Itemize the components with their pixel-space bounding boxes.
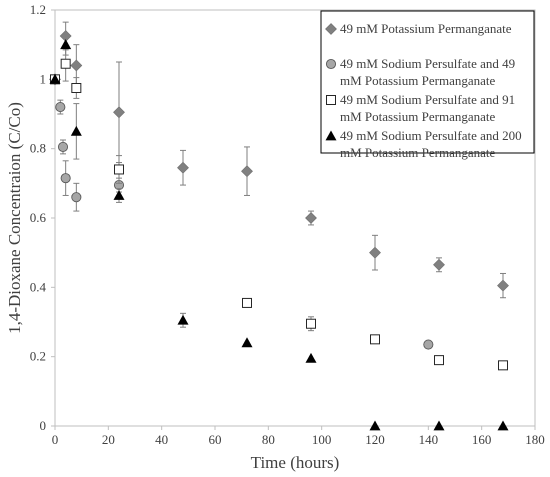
data-point bbox=[49, 73, 61, 84]
legend-entry-label: mM Potassium Permanganate bbox=[340, 73, 495, 88]
data-point bbox=[433, 420, 445, 431]
legend-marker bbox=[325, 58, 337, 70]
data-point bbox=[70, 125, 82, 136]
data-point bbox=[305, 212, 317, 224]
data-point bbox=[71, 83, 82, 93]
data-point bbox=[369, 420, 381, 431]
data-point bbox=[57, 141, 69, 152]
legend-marker bbox=[326, 95, 336, 105]
data-point bbox=[370, 334, 380, 345]
data-point bbox=[177, 314, 189, 325]
data-point bbox=[114, 164, 124, 175]
data-point bbox=[497, 279, 509, 292]
data-point bbox=[70, 59, 83, 72]
x-tick-label: 80 bbox=[262, 432, 275, 447]
data-point bbox=[242, 297, 252, 308]
data-point bbox=[113, 106, 125, 119]
data-point bbox=[498, 360, 508, 371]
data-point bbox=[60, 39, 72, 50]
legend-marker bbox=[325, 23, 337, 35]
data-point bbox=[423, 339, 434, 350]
legend-entry-label: 49 mM Sodium Persulfate and 200 bbox=[340, 128, 522, 143]
x-tick-label: 60 bbox=[209, 432, 222, 447]
data-point bbox=[305, 352, 317, 363]
y-tick-label: 1 bbox=[40, 71, 47, 86]
x-tick-label: 40 bbox=[155, 432, 168, 447]
data-point bbox=[369, 246, 381, 259]
data-point bbox=[55, 102, 66, 113]
x-tick-label: 160 bbox=[472, 432, 492, 447]
x-tick-label: 0 bbox=[52, 432, 59, 447]
data-point bbox=[434, 355, 444, 366]
legend-marker bbox=[325, 130, 337, 141]
y-axis-title: 1,4-Dioxane Concentraion (C/Co) bbox=[5, 102, 24, 334]
legend-entry-label: 49 mM Sodium Persulfate and 91 bbox=[340, 92, 515, 107]
data-layer bbox=[49, 21, 509, 431]
legend-entry-label: mM Potassium Permanganate bbox=[340, 145, 495, 160]
y-tick-label: 1.2 bbox=[30, 2, 46, 17]
x-tick-label: 120 bbox=[365, 432, 385, 447]
data-point bbox=[306, 318, 316, 329]
data-point bbox=[433, 258, 445, 271]
data-point bbox=[71, 192, 82, 203]
data-point bbox=[60, 173, 71, 184]
x-tick-label: 140 bbox=[419, 432, 439, 447]
y-tick-label: 0.4 bbox=[30, 279, 47, 294]
legend-entry-label: mM Potassium Permanganate bbox=[340, 109, 495, 124]
legend-box bbox=[320, 10, 535, 154]
y-tick-label: 0 bbox=[40, 418, 47, 433]
data-point bbox=[113, 189, 125, 200]
x-axis-title: Time (hours) bbox=[251, 453, 340, 472]
x-tick-label: 100 bbox=[312, 432, 332, 447]
y-tick-label: 0.8 bbox=[30, 141, 46, 156]
y-tick-label: 0.2 bbox=[30, 349, 46, 364]
series-2 bbox=[49, 74, 434, 350]
legend-entry-label: 49 mM Potassium Permanganate bbox=[340, 21, 512, 36]
legend-entry-label: 49 mM Sodium Persulfate and 49 bbox=[340, 56, 515, 71]
y-tick-label: 0.6 bbox=[30, 210, 47, 225]
ticks-layer: 0 20 40 60 80 100 120 140 160 180 0 0.2 0.4 0.6 0.8 1 1.… bbox=[30, 2, 545, 447]
data-point bbox=[497, 420, 509, 431]
data-point bbox=[241, 165, 253, 178]
series-4 bbox=[49, 33, 509, 431]
data-point bbox=[60, 58, 71, 69]
x-tick-label: 180 bbox=[525, 432, 545, 447]
legend: 49 mM Potassium Permanganate 49 mM Sodium… bbox=[320, 10, 535, 160]
data-point bbox=[241, 337, 253, 348]
x-tick-label: 20 bbox=[102, 432, 115, 447]
data-point bbox=[177, 161, 189, 174]
